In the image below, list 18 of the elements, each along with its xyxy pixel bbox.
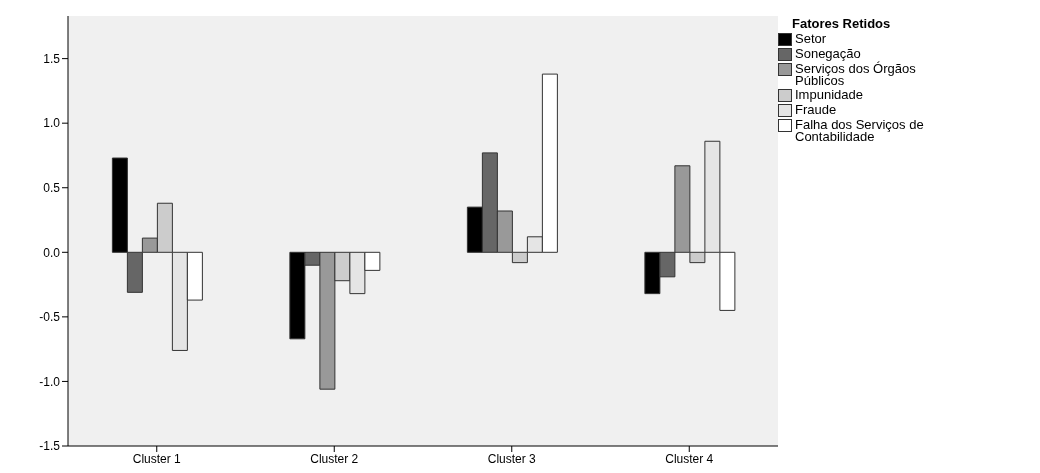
y-tick-label: 0.0 [43, 245, 61, 260]
legend-label: Falha dos Serviços de Contabilidade [795, 117, 925, 144]
y-tick-label: 1.5 [43, 51, 61, 66]
legend-label: Fraude [795, 102, 838, 117]
legend-title: Fatores Retidos [792, 16, 892, 31]
x-tick-label: Cluster 3 [487, 451, 537, 466]
y-tick-label: 1.0 [43, 116, 61, 131]
y-tick-label: 0.5 [43, 181, 61, 195]
y-tick-label: -1.0 [39, 374, 61, 389]
x-tick-label: Cluster 2 [310, 451, 359, 466]
x-tick-label: Cluster 1 [132, 451, 182, 466]
y-tick-label: -1.5 [39, 439, 61, 454]
legend-label: Setor [795, 31, 828, 46]
legend-label: Sonegação [795, 46, 862, 61]
x-tick-label: Cluster 4 [665, 451, 714, 466]
legend-label: Impunidade [795, 87, 864, 102]
y-tick-label: -0.5 [39, 310, 61, 325]
legend-label: Serviços dos Órgãos Públicos [795, 61, 917, 88]
